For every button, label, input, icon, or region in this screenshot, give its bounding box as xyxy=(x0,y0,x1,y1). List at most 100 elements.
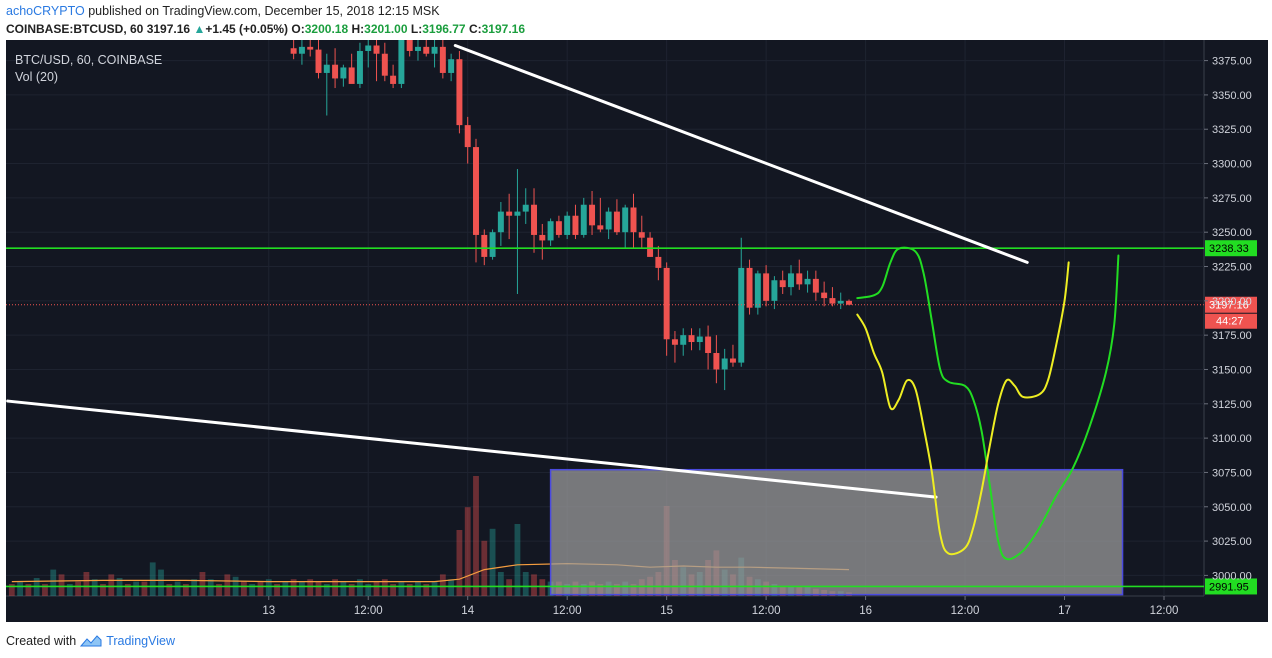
candle-body xyxy=(705,336,712,354)
volume-bar xyxy=(481,540,488,596)
candle-body xyxy=(655,256,662,268)
price-tick-label: 3050.00 xyxy=(1212,502,1252,514)
candle-body xyxy=(448,59,455,73)
candle-body xyxy=(423,46,430,54)
candle-body xyxy=(539,234,546,241)
volume-bar xyxy=(25,584,32,596)
candle-body xyxy=(696,336,703,343)
volume-bar xyxy=(149,562,156,596)
volume-bar xyxy=(158,569,164,596)
volume-bar xyxy=(257,581,264,596)
price-tick-label: 3025.00 xyxy=(1212,536,1252,548)
demand-zone[interactable] xyxy=(549,468,1124,596)
candle-body xyxy=(804,278,811,285)
volume-bar xyxy=(340,581,347,596)
candle-body xyxy=(332,64,339,79)
time-tick-label: 14 xyxy=(461,605,474,617)
time-tick-label: 12:00 xyxy=(951,605,980,617)
volume-bar xyxy=(191,579,198,596)
volume-bar xyxy=(307,579,314,596)
candle-body xyxy=(373,45,380,54)
candle-body xyxy=(381,53,388,76)
chart-legend-title: BTC/USD, 60, COINBASE xyxy=(15,53,162,67)
scenario-paths[interactable] xyxy=(856,246,1120,561)
time-axis[interactable]: 13 12:00 14 12:00 15 12:00 16 12:00 17 12:00 xyxy=(262,596,1178,617)
current-price-tag xyxy=(1205,296,1257,313)
volume-bar xyxy=(299,581,305,596)
open-value: 3200.18 xyxy=(304,22,349,36)
close-label: C: xyxy=(468,22,482,36)
last-price: 3197.16 xyxy=(146,22,191,36)
volume-bar xyxy=(58,574,65,596)
candle-body xyxy=(688,335,695,343)
candle-body xyxy=(821,292,828,299)
current-price-label: 3197.16 xyxy=(1209,300,1249,312)
level-price-tag xyxy=(1205,578,1257,595)
price-tick-label: 3225.00 xyxy=(1212,262,1252,274)
candle-body xyxy=(671,339,678,345)
ohlc-bar: COINBASE:BTCUSD, 60 3197.16 ▲+1.45 (+0.0… xyxy=(6,22,525,38)
candle-body xyxy=(829,298,836,304)
volume-bar xyxy=(240,581,247,596)
price-tick-label: 3375.00 xyxy=(1212,56,1252,68)
tradingview-brand-link[interactable]: TradingView xyxy=(106,634,175,648)
level-price-label: 3238.33 xyxy=(1209,243,1249,255)
volume-bar xyxy=(249,584,256,596)
volume-bar xyxy=(141,581,148,596)
candle-body xyxy=(398,40,405,84)
price-tick-label: 3200.00 xyxy=(1212,296,1252,308)
volume-legend: Vol (20) xyxy=(15,70,58,84)
trendline xyxy=(6,399,938,499)
candle-body xyxy=(837,300,844,304)
candle-body xyxy=(738,267,745,363)
volume-bar xyxy=(83,572,90,596)
price-tick-label: 3100.00 xyxy=(1212,433,1252,445)
volume-bar xyxy=(42,584,48,596)
volume-bar xyxy=(17,581,23,596)
price-chart[interactable]: 3238.33 2991.95 3197.16 44:27 3375.00 3350.0… xyxy=(6,40,1268,622)
horizontal-levels[interactable]: 3238.33 2991.95 3197.16 44:27 xyxy=(6,240,1257,595)
candle-body xyxy=(431,46,438,54)
price-change: +1.45 (+0.05%) xyxy=(205,22,289,36)
publication-line: achoCRYPTO published on TradingView.com,… xyxy=(6,4,440,20)
volume-bar xyxy=(497,572,504,596)
candle-body xyxy=(456,59,463,126)
candle-body xyxy=(613,211,620,233)
author-link[interactable]: achoCRYPTO xyxy=(6,4,85,18)
price-tick-label: 3150.00 xyxy=(1212,364,1252,376)
candle-body xyxy=(680,335,687,345)
candle-body xyxy=(298,46,305,54)
time-tick-label: 16 xyxy=(859,605,872,617)
candle-body xyxy=(555,221,562,235)
volume-bar xyxy=(207,579,214,596)
volume-bar xyxy=(365,584,372,596)
price-tick-label: 3275.00 xyxy=(1212,193,1252,205)
price-tick-label: 3075.00 xyxy=(1212,467,1252,479)
price-tick-label: 3125.00 xyxy=(1212,399,1252,411)
volume-bar xyxy=(323,584,330,596)
open-label: O: xyxy=(291,22,305,36)
candle-body xyxy=(729,358,736,363)
candle-body xyxy=(580,204,587,235)
candle-body xyxy=(788,273,794,288)
volume-bar xyxy=(373,581,380,596)
volume-bar xyxy=(108,574,115,596)
volume-bar xyxy=(431,581,438,596)
trendlines[interactable] xyxy=(6,43,1029,499)
countdown-label: 44:27 xyxy=(1216,316,1244,328)
time-tick-label: 13 xyxy=(262,605,275,617)
candle-body xyxy=(547,221,554,241)
price-axis[interactable]: 3375.00 3350.00 3325.00 3300.00 3275.00 3250.… xyxy=(1204,56,1252,583)
candles xyxy=(290,40,852,391)
low-label: L: xyxy=(410,22,423,36)
volume-bar xyxy=(473,476,479,596)
volume-bar xyxy=(439,574,446,596)
price-tick-label: 3250.00 xyxy=(1212,227,1252,239)
time-tick-label: 15 xyxy=(660,605,673,617)
candle-body xyxy=(771,280,778,301)
volume-bar xyxy=(133,581,140,596)
candle-body xyxy=(315,49,322,73)
trendline xyxy=(453,43,1029,264)
tradingview-logo-icon xyxy=(80,635,102,647)
scenario-path xyxy=(856,261,1070,556)
